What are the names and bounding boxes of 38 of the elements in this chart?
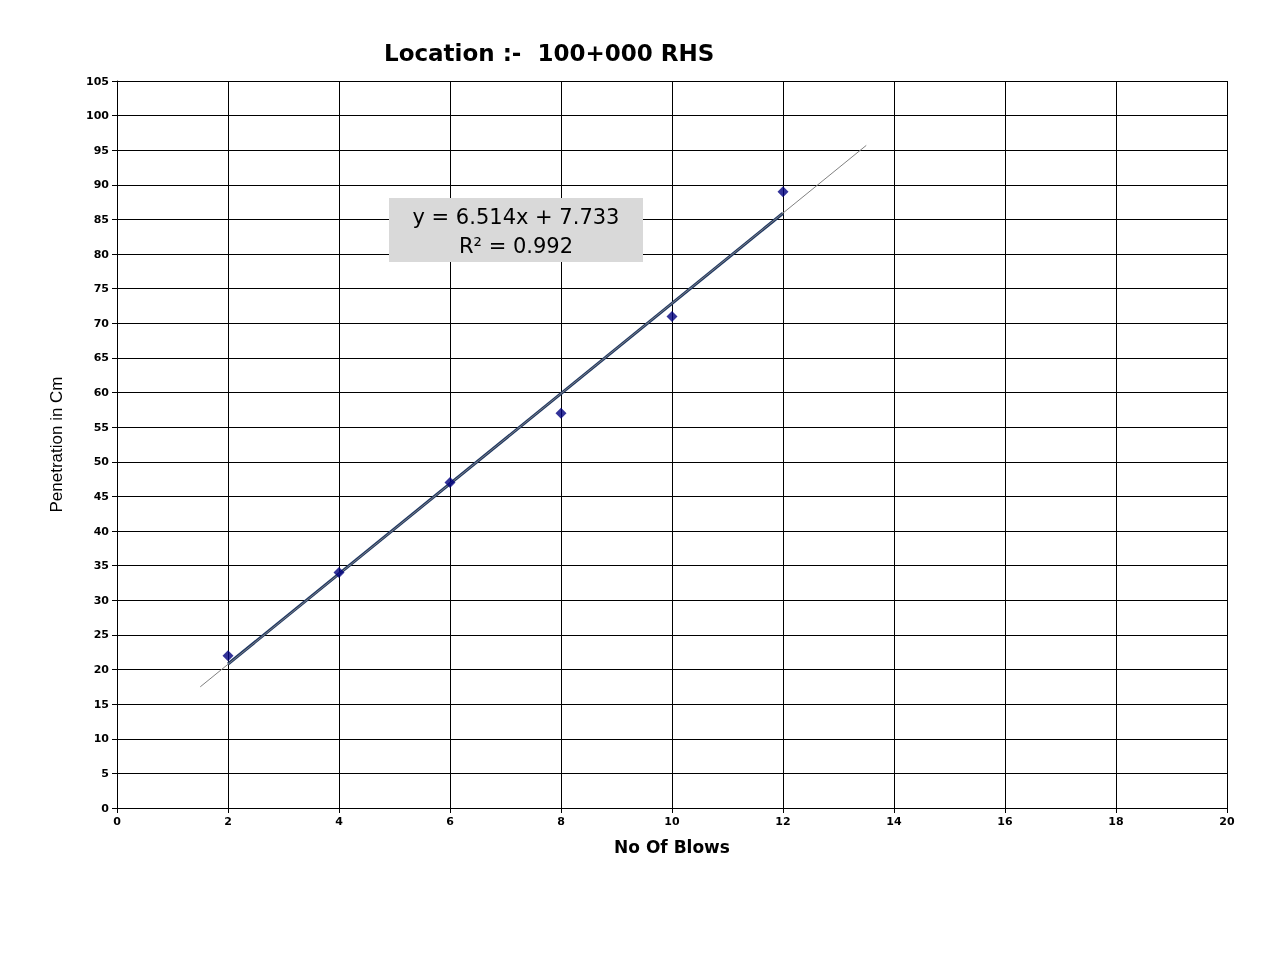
y-tick-label: 50 bbox=[93, 455, 110, 469]
y-tick-label: 80 bbox=[93, 247, 110, 261]
y-tick-label: 65 bbox=[93, 351, 109, 365]
y-tick-label: 70 bbox=[93, 316, 110, 330]
x-tick-label: 14 bbox=[886, 815, 902, 828]
y-tick-label: 45 bbox=[93, 489, 109, 503]
y-tick-label: 0 bbox=[101, 801, 110, 815]
x-tick-label: 2 bbox=[224, 815, 232, 828]
y-tick-label: 20 bbox=[93, 663, 110, 677]
y-tick-label: 10 bbox=[93, 732, 110, 746]
x-tick-label: 6 bbox=[446, 815, 455, 828]
y-tick-label: 60 bbox=[93, 386, 110, 400]
x-axis-title: No Of Blows bbox=[614, 836, 730, 857]
x-tick-label: 12 bbox=[775, 815, 791, 828]
y-tick-label: 95 bbox=[93, 143, 109, 157]
y-tick-label: 40 bbox=[93, 524, 110, 538]
y-tick-label: 30 bbox=[93, 593, 110, 607]
x-tick-label: 18 bbox=[1108, 815, 1124, 828]
y-tick-label: 55 bbox=[93, 420, 109, 434]
annotation: R² = 0.992 bbox=[458, 233, 574, 258]
x-tick-label: 8 bbox=[557, 815, 565, 828]
y-tick-label: 90 bbox=[93, 178, 110, 192]
y-tick-label: 105 bbox=[86, 74, 109, 88]
y-tick-label: 85 bbox=[93, 212, 109, 226]
x-tick-label: 0 bbox=[113, 815, 122, 828]
x-tick-label: 20 bbox=[1219, 815, 1235, 828]
x-tick-label: 10 bbox=[664, 815, 680, 828]
y-tick-label: 15 bbox=[93, 697, 109, 711]
x-tick-label: 16 bbox=[997, 815, 1013, 828]
y-tick-label: 5 bbox=[101, 766, 109, 780]
y-tick-label: 25 bbox=[93, 628, 109, 642]
annotation: y = 6.514x + 7.733 bbox=[412, 204, 620, 229]
x-tick-label: 4 bbox=[335, 815, 344, 828]
chart-title: Location :- 100+000 RHS bbox=[384, 39, 715, 66]
y-tick-label: 75 bbox=[93, 282, 109, 296]
y-axis-title: Penetration in Cm bbox=[47, 376, 66, 513]
y-tick-label: 35 bbox=[93, 559, 109, 573]
y-tick-label: 100 bbox=[86, 109, 110, 123]
